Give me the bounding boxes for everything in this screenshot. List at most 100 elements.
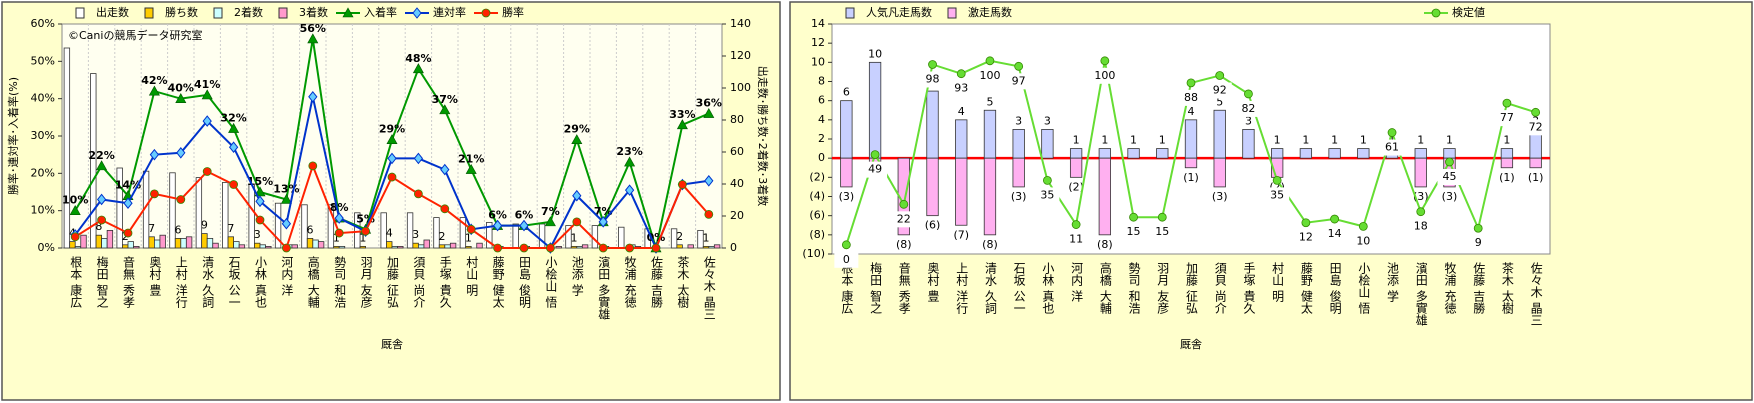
marker xyxy=(97,215,106,225)
data-label: 77 xyxy=(1500,111,1514,124)
y-tick-label: 50% xyxy=(31,54,55,67)
data-label: 2 xyxy=(439,230,446,243)
marker xyxy=(228,141,239,154)
y-tick-label: 10 xyxy=(811,55,825,68)
data-label: 92 xyxy=(1213,84,1227,97)
data-label: 11 xyxy=(1069,233,1083,246)
x-tick-label: 清水 久詞 xyxy=(983,262,997,314)
y2-tick-label: 80 xyxy=(730,113,744,126)
data-label: 15 xyxy=(1127,225,1141,238)
bar xyxy=(926,157,939,217)
bar xyxy=(897,157,910,236)
label-box xyxy=(1408,218,1433,235)
data-label: 88 xyxy=(1184,91,1198,104)
bar xyxy=(1069,148,1083,159)
data-label: (8) xyxy=(896,238,912,251)
bar xyxy=(291,244,298,249)
data-label: (1) xyxy=(1499,171,1515,184)
x-tick-label: 藤野 健太 xyxy=(1299,262,1313,314)
x-tick-label: 牧浦 充徳 xyxy=(623,256,637,308)
x-tick-label: 小林 真也 xyxy=(254,256,268,308)
bar xyxy=(201,233,208,249)
bar xyxy=(1242,129,1255,159)
marker xyxy=(624,156,636,167)
bar xyxy=(180,237,187,249)
bar xyxy=(185,236,193,249)
data-label: (3) xyxy=(1011,190,1027,203)
bar xyxy=(983,157,997,236)
marker xyxy=(280,193,292,204)
marker xyxy=(307,33,319,44)
data-label: 37% xyxy=(432,93,458,106)
marker xyxy=(70,232,80,242)
marker xyxy=(412,7,422,19)
bar xyxy=(122,244,129,249)
marker xyxy=(202,115,212,127)
marker xyxy=(201,89,213,100)
data-label: 1 xyxy=(1274,134,1281,147)
marker xyxy=(703,107,715,118)
bar xyxy=(106,229,114,249)
y-tick-label: (10) xyxy=(802,247,825,260)
data-label: 1 xyxy=(465,231,472,244)
marker xyxy=(387,152,397,165)
x-tick-label: 村山 明 xyxy=(1271,262,1285,303)
data-label: 21% xyxy=(458,153,484,166)
bar xyxy=(955,119,968,159)
label-box xyxy=(1265,187,1290,204)
y-tick-label: (6) xyxy=(809,209,825,222)
marker xyxy=(546,243,555,253)
x-tick-label: 勢司 和浩 xyxy=(1127,261,1141,314)
x-tick-label: 池添 学 xyxy=(570,256,584,296)
bar xyxy=(195,177,203,249)
x-tick-label: 河内 洋 xyxy=(280,256,294,296)
bar xyxy=(69,241,76,249)
x-tick-label: 音無 秀孝 xyxy=(897,261,911,314)
data-label: 3 xyxy=(1245,114,1252,127)
marker xyxy=(334,212,344,224)
data-label: 4 xyxy=(1188,105,1195,118)
marker xyxy=(985,56,995,66)
data-label: (8) xyxy=(1097,238,1113,251)
bar xyxy=(1098,148,1111,159)
marker xyxy=(651,243,661,253)
label-box xyxy=(834,251,859,268)
bar xyxy=(512,223,519,249)
marker xyxy=(387,172,397,182)
chart-panel: 0% 10% 20% 30% 40% 50% 60% 0 20 40 60 80 100 120 140 勝率… xyxy=(1,1,781,401)
y-tick-label: 8 xyxy=(818,75,825,88)
marker xyxy=(572,217,582,227)
marker xyxy=(1244,89,1253,99)
bar xyxy=(538,223,546,249)
data-label: 35 xyxy=(1040,188,1054,201)
x-tick-label: 羽月 友彦 xyxy=(1156,262,1170,314)
label-box xyxy=(1064,231,1089,248)
data-label: (3) xyxy=(1212,190,1228,203)
bar xyxy=(555,245,562,249)
legend-swatch xyxy=(278,7,288,19)
marker xyxy=(149,189,159,199)
bar xyxy=(238,244,246,249)
bar xyxy=(159,234,166,249)
bar xyxy=(227,236,234,249)
marker xyxy=(598,216,608,228)
x-tick-label: 茶木 太樹 xyxy=(1500,261,1514,314)
data-label: 9 xyxy=(201,219,208,232)
bar xyxy=(301,204,308,249)
marker xyxy=(1014,61,1024,71)
y-axis-title: 勝率･連対率･入着率(%) xyxy=(6,77,20,195)
data-label: 1 xyxy=(1130,134,1137,147)
marker xyxy=(148,85,160,96)
x-tick-label: 勢司 和浩 xyxy=(333,255,347,308)
x-axis-title: 厩舎 xyxy=(1180,338,1202,351)
bar xyxy=(459,217,467,249)
marker xyxy=(96,193,107,206)
data-label: 1 xyxy=(1159,134,1166,147)
y-tick-label: 30% xyxy=(31,129,55,142)
marker xyxy=(1071,220,1081,229)
data-label: 6% xyxy=(515,209,534,222)
y2-tick-label: 20 xyxy=(730,209,744,222)
data-label: 8% xyxy=(330,201,349,214)
bar xyxy=(338,245,346,249)
x-tick-label: 上村 洋行 xyxy=(174,256,188,308)
